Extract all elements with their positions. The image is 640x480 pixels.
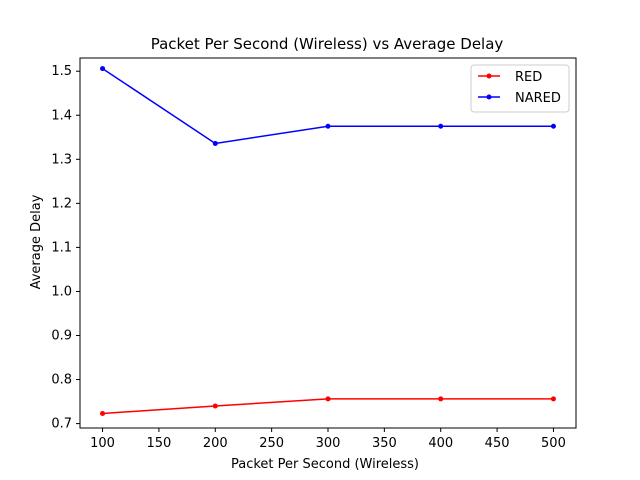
plot-frame [79,57,577,429]
x-tick-label: 200 [203,436,228,451]
y-tick-label: 1.1 [51,240,72,255]
legend: RED NARED [470,64,570,113]
legend-label-nared: NARED [515,91,561,106]
data-point-red-400 [438,396,444,402]
plot-series [100,66,556,416]
y-axis-ticks: 0.7 0.8 0.9 1.0 1.1 1.2 1.3 1.4 1.5 [51,64,80,432]
x-tick-label: 450 [485,436,510,451]
y-tick-label: 0.8 [51,373,72,388]
x-tick-label: 300 [316,436,341,451]
legend-marker-nared [486,94,492,100]
x-axis-ticks: 100 150 200 250 300 350 400 450 500 [90,428,566,451]
y-tick-label: 1.0 [51,284,72,299]
x-tick-label: 350 [372,436,397,451]
data-point-red-200 [212,403,218,409]
data-point-nared-500 [550,123,556,129]
y-tick-label: 1.4 [51,108,72,123]
legend-label-red: RED [515,70,542,85]
y-axis-label: Average Delay [29,194,44,289]
y-tick-label: 1.5 [51,64,72,79]
x-tick-label: 150 [146,436,171,451]
y-tick-label: 0.9 [51,329,72,344]
x-tick-label: 250 [259,436,284,451]
data-point-nared-300 [325,123,331,129]
y-tick-label: 1.3 [51,152,72,167]
chart-title: Packet Per Second (Wireless) vs Average … [151,35,504,53]
data-point-nared-100 [100,66,106,72]
data-point-red-100 [100,410,106,416]
legend-marker-red [486,73,492,79]
data-point-nared-200 [212,140,218,146]
data-point-red-500 [550,396,556,402]
data-point-red-300 [325,396,331,402]
data-point-nared-400 [438,123,444,129]
x-tick-label: 100 [90,436,115,451]
x-tick-label: 500 [541,436,566,451]
x-axis-label: Packet Per Second (Wireless) [231,457,419,472]
y-tick-label: 0.7 [51,417,72,432]
x-tick-label: 400 [428,436,453,451]
y-tick-label: 1.2 [51,196,72,211]
